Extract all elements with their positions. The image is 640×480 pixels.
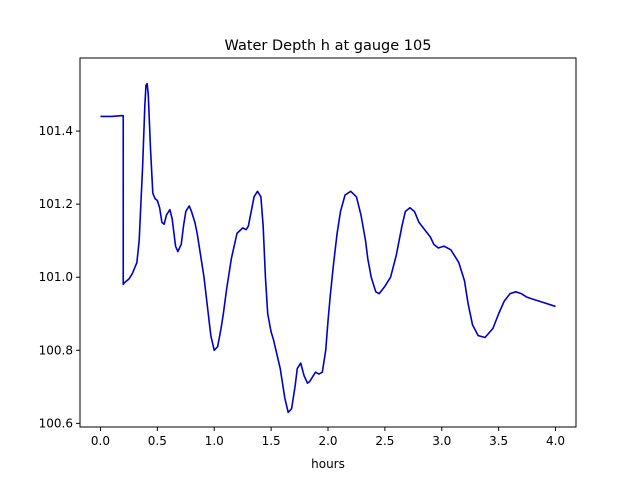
x-tick-label: 0.0: [91, 434, 110, 448]
y-tick-label: 100.8: [39, 343, 73, 357]
y-tick-label: 100.6: [39, 416, 73, 430]
series-line-0: [100, 82, 556, 414]
x-tick-label: 3.0: [432, 434, 451, 448]
x-tick-label: 0.5: [148, 434, 167, 448]
plot-area: [79, 57, 577, 428]
chart-title: Water Depth h at gauge 105: [225, 38, 432, 54]
x-axis-label: hours: [311, 457, 345, 471]
x-tick-label: 1.0: [205, 434, 224, 448]
x-tick-label: 3.5: [489, 434, 508, 448]
x-tick-label: 1.5: [262, 434, 281, 448]
plot-frame: [79, 57, 577, 428]
y-tick-label: 101.0: [39, 270, 73, 284]
y-tick-label: 101.4: [39, 124, 73, 138]
x-axis: 0.0 0.5 1.0 1.5 2.0 2.5 3.0 3.5 4.0: [91, 427, 565, 448]
x-tick-label: 2.0: [318, 434, 337, 448]
y-tick-label: 101.2: [39, 197, 73, 211]
y-axis: 100.6 100.8 101.0 101.2 101.4: [39, 124, 80, 430]
x-tick-label: 4.0: [546, 434, 565, 448]
x-tick-label: 2.5: [375, 434, 394, 448]
